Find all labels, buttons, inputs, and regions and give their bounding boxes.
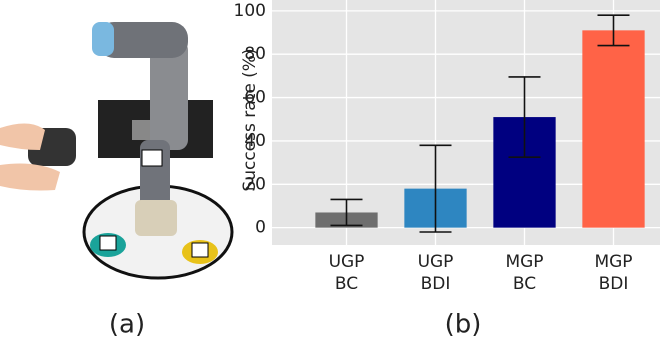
y-tick-label: 0: [255, 218, 266, 238]
x-tick-label: UGP BC: [329, 252, 365, 294]
y-tick-label: 40: [244, 131, 266, 151]
error-bar: [330, 198, 363, 227]
error-bar: [419, 144, 452, 233]
panel-label: (a): [109, 310, 145, 340]
x-tick-label: MGP BC: [505, 252, 543, 294]
error-bar: [597, 14, 630, 47]
x-tick-label: UGP BDI: [418, 252, 454, 294]
y-tick-label: 20: [244, 174, 266, 194]
y-tick-label: 80: [244, 44, 266, 64]
y-tick-label: 60: [244, 88, 266, 108]
panel-label: (b): [445, 310, 482, 340]
robot-photo: [0, 22, 234, 280]
error-bar: [508, 76, 541, 158]
bar: [582, 30, 645, 228]
x-tick-label: MGP BDI: [594, 252, 632, 294]
y-axis-label: Success rate (%): [240, 48, 260, 191]
y-tick-label: 100: [234, 1, 266, 21]
